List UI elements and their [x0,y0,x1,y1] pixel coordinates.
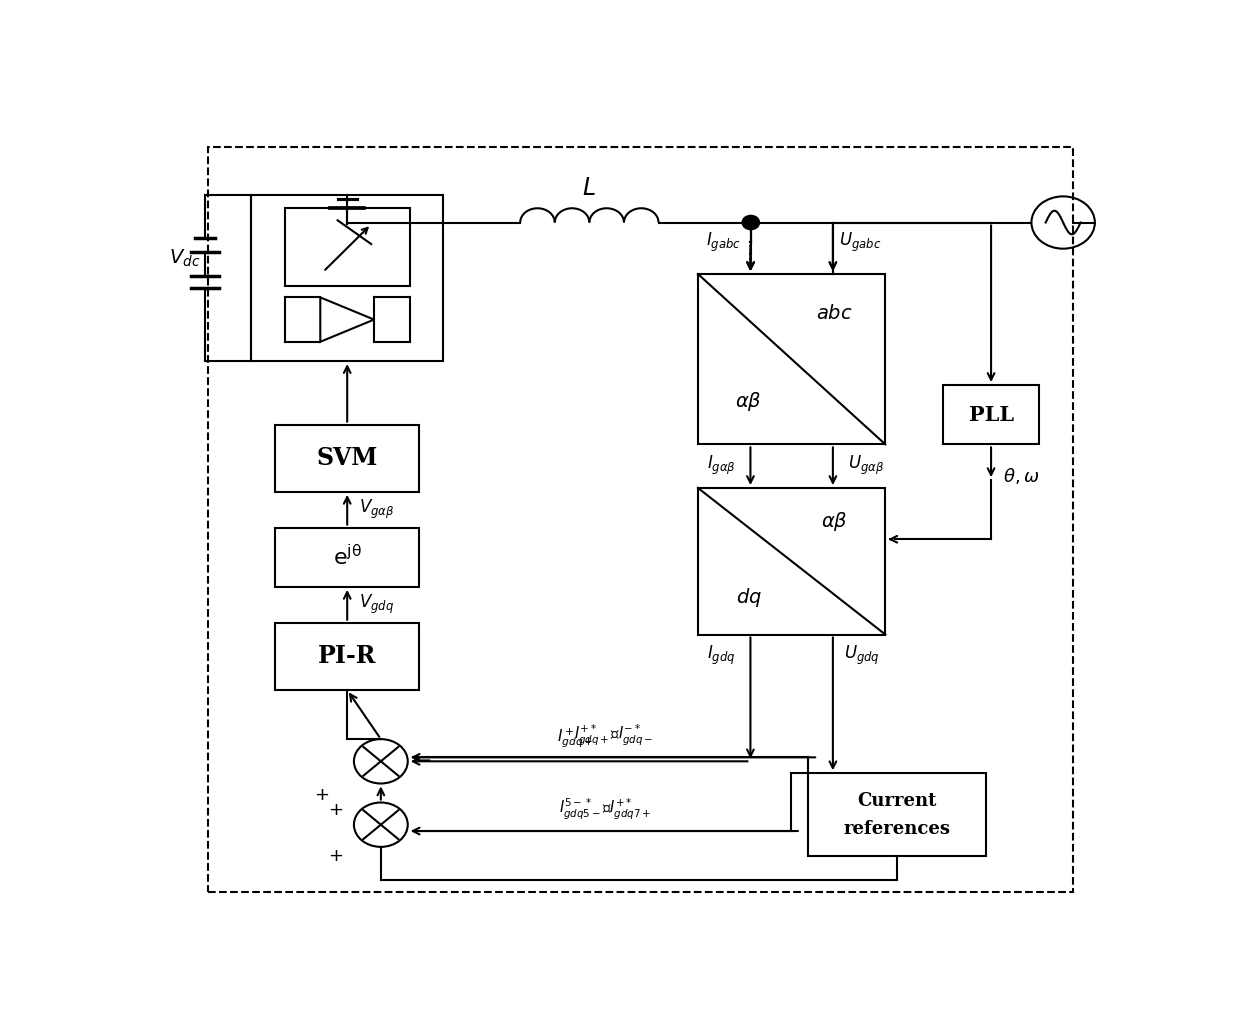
Text: $I^{+*}_{gdq+}$、$I^{-*}_{gdq-}$: $I^{+*}_{gdq+}$、$I^{-*}_{gdq-}$ [574,722,653,748]
Text: $I^+_{gdq+}$: $I^+_{gdq+}$ [557,726,594,750]
Text: PLL: PLL [968,404,1013,425]
Bar [275,425,419,492]
Text: $+$: $+$ [327,802,343,819]
Text: PI-R: PI-R [317,644,377,668]
Text: $abc$: $abc$ [816,304,853,323]
Text: $+$: $+$ [314,785,329,804]
Text: $I^{5-*}_{gdq5-}$、$I^{+*}_{gdq7+}$: $I^{5-*}_{gdq5-}$、$I^{+*}_{gdq7+}$ [559,796,651,821]
Text: $-$: $-$ [415,749,432,768]
Text: references: references [844,820,951,838]
Text: $dq$: $dq$ [735,587,761,609]
Text: $\theta, \omega$: $\theta, \omega$ [1003,466,1039,486]
Bar [698,488,885,635]
Text: $L$: $L$ [583,177,596,201]
Bar [808,773,986,856]
Text: $V_{gdq}$: $V_{gdq}$ [358,594,394,616]
Text: $U_{gabc}$: $U_{gabc}$ [838,232,880,254]
Text: $U_{gdq}$: $U_{gdq}$ [843,644,879,667]
Text: $I_{gdq}$: $I_{gdq}$ [707,644,735,667]
Text: $V_{g\alpha\beta}$: $V_{g\alpha\beta}$ [358,498,394,522]
Bar [942,385,1039,445]
Text: $\rm e^{j\theta}$: $\rm e^{j\theta}$ [332,544,362,570]
Text: $\alpha\beta$: $\alpha\beta$ [821,510,848,533]
Text: $U_{g\alpha\beta}$: $U_{g\alpha\beta}$ [848,454,884,477]
Bar [275,528,419,587]
Text: $\alpha\beta$: $\alpha\beta$ [735,390,761,414]
Bar [698,274,885,445]
Text: $I_{g\alpha\beta}$: $I_{g\alpha\beta}$ [707,454,737,477]
Bar [250,194,444,361]
Text: Current: Current [858,791,937,810]
Text: $V_{dc}$: $V_{dc}$ [169,248,200,269]
Bar [285,208,409,286]
Text: $I_{gabc}$: $I_{gabc}$ [706,232,742,254]
Text: $+$: $+$ [327,848,343,865]
Text: SVM: SVM [316,447,378,470]
Circle shape [743,215,759,229]
Bar [275,623,419,690]
